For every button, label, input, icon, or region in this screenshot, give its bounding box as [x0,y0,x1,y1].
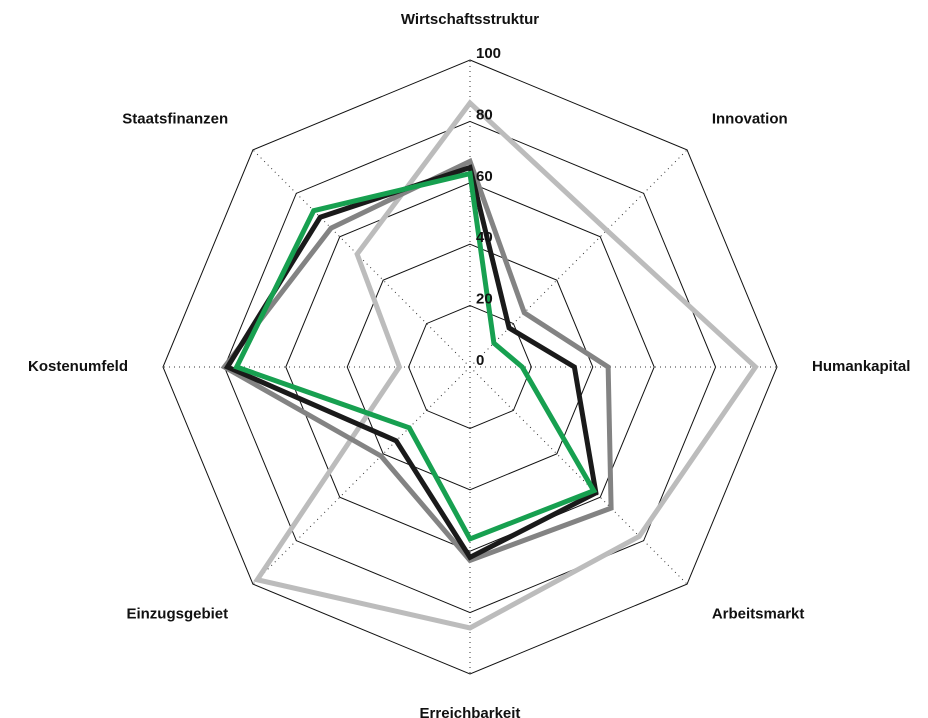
category-label: Innovation [712,110,788,127]
category-label: Wirtschaftsstruktur [401,11,539,28]
r-tick-label: 20 [476,291,493,308]
spoke [252,149,471,368]
series-line [223,164,599,561]
series-line [220,157,614,564]
category-label: Staatsfinanzen [122,110,228,127]
category-label: Arbeitsmarkt [712,605,805,622]
r-tick-label: 80 [476,106,493,123]
grid-ring [162,59,778,675]
category-label: Erreichbarkeit [420,705,521,718]
r-tick-label: 100 [476,45,501,62]
spoke [469,366,688,585]
spoke [252,366,471,585]
category-label: Humankapital [812,358,910,375]
category-label: Einzugsgebiet [126,605,228,622]
series-line [253,99,759,631]
grid-ring [285,182,655,552]
grid-ring [223,120,717,614]
series-line [233,170,598,543]
grid-ring [408,305,532,429]
category-label: Kostenumfeld [28,358,128,375]
r-tick-label: 0 [476,352,484,369]
grid-ring [346,243,594,491]
spoke [469,149,688,368]
r-tick-label: 60 [476,168,493,185]
r-tick-label: 40 [476,229,493,246]
